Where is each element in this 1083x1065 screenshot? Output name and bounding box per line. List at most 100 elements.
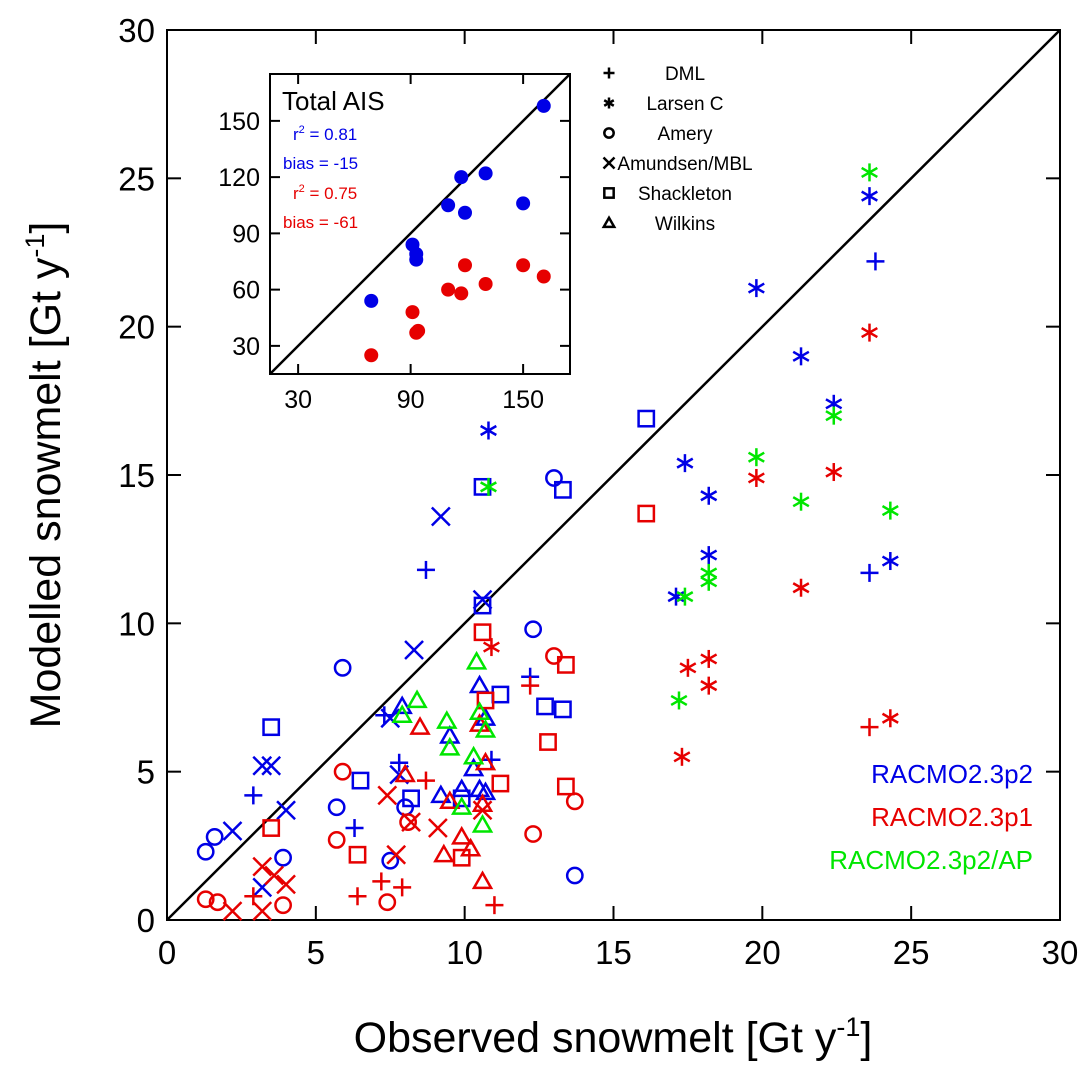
legend-plus-icon — [603, 67, 615, 79]
data-point-circle-icon — [274, 848, 292, 867]
data-point-cross-icon-d2 — [276, 874, 296, 895]
data-point-cross-icon — [264, 865, 285, 886]
data-point-cross-icon-d2 — [264, 865, 285, 886]
data-point-square-icon — [556, 655, 575, 674]
data-point-circle-icon-ring — [196, 842, 215, 861]
inset-stat-label: bias = -61 — [283, 213, 358, 232]
data-point-square-icon-box — [452, 848, 471, 867]
data-point-plus-icon — [244, 786, 263, 805]
data-point-asterisk-icon-d2 — [792, 496, 810, 508]
main-axes: 0 5 10 15 20 25 30 0 5 10 15 20 25 30 — [118, 12, 1078, 971]
model-legend-entry: RACMO2.3p1 — [871, 802, 1033, 832]
data-point-triangle-icon — [391, 704, 413, 723]
data-point-asterisk-icon-d2 — [700, 680, 718, 692]
one-to-one-line — [166, 29, 1061, 921]
data-point-square-icon-box — [637, 409, 656, 428]
data-point-circle-icon — [378, 893, 397, 912]
y-tick-label: 15 — [118, 457, 155, 494]
data-point-cross-icon-d2 — [252, 755, 273, 776]
data-point-asterisk-icon — [667, 587, 685, 606]
data-point-circle-icon — [565, 866, 584, 885]
data-point-triangle-icon — [471, 813, 494, 833]
data-point-triangle-icon-tri — [468, 674, 491, 694]
data-point-asterisk-icon-d2 — [676, 591, 694, 603]
marker-legend: DML Larsen C Amery Amundsen/MBL Shackleton Wi… — [601, 64, 753, 235]
legend-triangle-icon-tri — [601, 215, 617, 229]
inset-y-tick-label: 30 — [232, 333, 260, 361]
data-point-circle-icon-ring — [333, 762, 352, 781]
data-point-triangle-icon-tri — [433, 843, 455, 863]
data-point-circle-icon — [327, 798, 346, 817]
data-point-asterisk-icon — [676, 454, 694, 473]
data-point-cross-icon-d2 — [404, 640, 424, 660]
data-point-cross-icon-d2 — [276, 800, 296, 821]
data-point-triangle-icon — [468, 674, 491, 694]
data-point-circle-icon-ring — [274, 848, 292, 867]
data-point-square-icon — [539, 733, 557, 751]
data-point-square-icon — [556, 777, 575, 796]
data-point-circle-icon — [205, 828, 224, 846]
x-tick-label: 5 — [307, 934, 325, 971]
stat-rest: = 0.75 — [305, 184, 357, 203]
inset-y-tick-label: 150 — [218, 108, 260, 136]
data-point-triangle-icon — [439, 724, 461, 744]
data-point-square-icon-box — [637, 504, 656, 523]
data-point-triangle-icon — [474, 719, 497, 738]
data-point-circle-icon-ring — [565, 866, 584, 885]
legend-label: Amundsen/MBL — [617, 154, 752, 175]
data-point-triangle-icon-tri — [471, 813, 494, 833]
data-point-square-icon — [637, 409, 656, 428]
data-point-cross-icon — [261, 755, 282, 776]
data-point-circle-icon — [327, 831, 346, 849]
data-point-triangle-icon-tri — [391, 704, 413, 723]
inset-data-point — [458, 258, 472, 273]
data-point-asterisk-icon — [700, 676, 718, 695]
inset-data-point — [536, 269, 551, 284]
stat-rest: = 0.81 — [305, 125, 357, 144]
data-point-circle-icon-ring — [274, 896, 292, 915]
inset-data-point — [411, 323, 426, 338]
inset-data-point — [458, 205, 472, 220]
inset-data-point — [536, 98, 551, 113]
inset-x-tick-label: 30 — [284, 386, 312, 414]
inset-one-to-one-line — [269, 73, 571, 375]
inset-stat-label: bias = -15 — [283, 154, 358, 173]
inset-data-point — [409, 247, 424, 261]
data-point-asterisk-icon-d2 — [792, 350, 810, 362]
data-point-asterisk-icon-d2 — [881, 505, 899, 517]
data-point-cross-icon — [404, 640, 424, 660]
data-point-circle-icon — [196, 890, 215, 909]
data-point-asterisk-icon — [881, 501, 899, 520]
y-tick-label: 25 — [118, 160, 155, 197]
data-point-square-icon-box — [553, 480, 572, 499]
data-point-triangle-icon — [468, 701, 491, 720]
stat-sup: 2 — [299, 124, 305, 136]
inset-y-tick-label: 90 — [232, 220, 260, 248]
data-point-triangle-icon-tri — [409, 716, 431, 735]
data-point-circle-icon — [399, 813, 418, 831]
inset-x-tick-label: 90 — [397, 386, 425, 414]
data-point-asterisk-icon — [700, 486, 718, 505]
data-point-asterisk-icon-d2 — [861, 327, 878, 339]
inset-data-point — [478, 277, 493, 291]
y-axis-label: Modelled snowmelt [Gt y-1] — [20, 222, 70, 729]
data-point-cross-icon-d2 — [472, 589, 493, 610]
data-point-asterisk-icon-d2 — [825, 398, 843, 410]
model-legend-entry: RACMO2.3p2 — [871, 759, 1033, 789]
data-point-plus-icon — [348, 887, 367, 906]
data-point-cross-icon-d2 — [222, 901, 243, 921]
data-point-circle-icon — [545, 469, 563, 487]
data-point-square-icon-box — [351, 771, 370, 790]
data-point-circle-icon-ring — [565, 792, 584, 811]
legend-circle-icon — [603, 127, 615, 139]
data-point-triangle-icon-tri — [450, 825, 473, 845]
data-point-circle-icon — [524, 620, 543, 639]
data-point-circle-icon — [196, 842, 215, 861]
legend-circle-icon-ring — [603, 127, 615, 139]
data-point-square-icon — [476, 691, 495, 710]
data-point-plus-icon — [393, 878, 412, 897]
data-point-asterisk-icon-d2 — [747, 451, 765, 463]
data-point-asterisk-icon-d2 — [825, 466, 843, 478]
